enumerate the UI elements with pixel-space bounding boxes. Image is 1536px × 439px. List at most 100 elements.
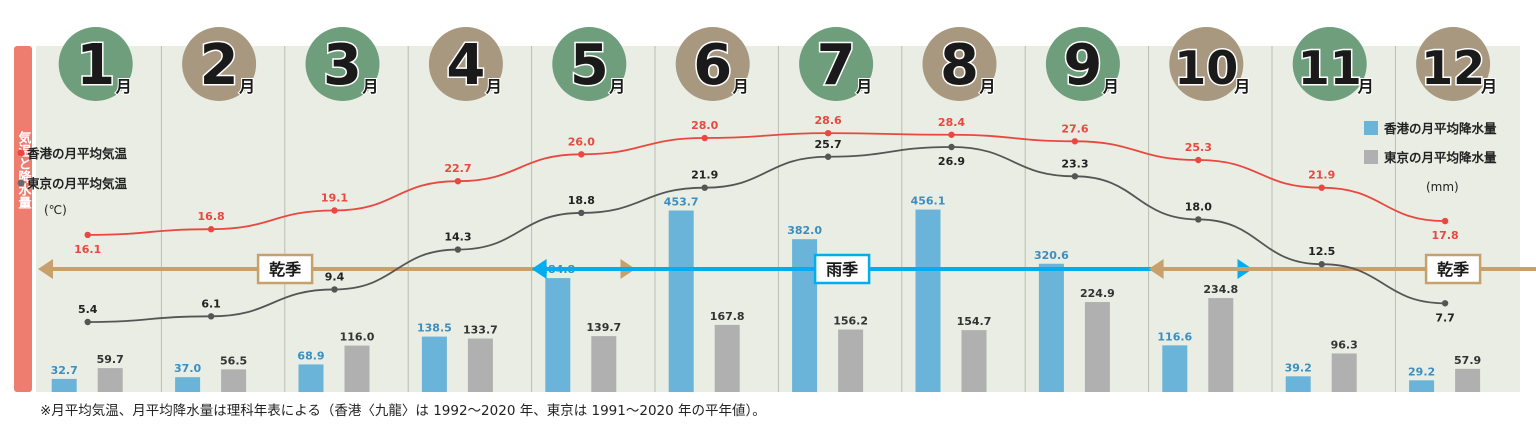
season-arrow-head-left bbox=[1148, 259, 1164, 279]
month-number: 7 bbox=[817, 33, 856, 98]
season-label: 雨季 bbox=[826, 260, 859, 279]
hk-rain-value: 320.6 bbox=[1034, 249, 1069, 262]
hk-temp-point bbox=[948, 131, 955, 138]
tokyo-rain-bar bbox=[467, 338, 493, 392]
hk-rain-bar bbox=[298, 364, 324, 392]
tokyo-rain-bar bbox=[221, 369, 247, 392]
tokyo-rain-bar bbox=[1455, 368, 1481, 392]
hk-rain-bar bbox=[545, 278, 571, 392]
month-number: 2 bbox=[200, 33, 239, 98]
month-circle bbox=[1169, 27, 1244, 101]
hk-temp-value: 27.6 bbox=[1061, 122, 1088, 135]
hk-temp-point bbox=[701, 134, 708, 142]
month-number: 12 bbox=[1421, 41, 1485, 95]
tokyo-temp-point bbox=[1318, 261, 1325, 268]
hk-temp-value: 16.1 bbox=[74, 243, 101, 256]
hk-temp-legend-dot bbox=[17, 149, 25, 157]
tokyo-rain-value: 154.7 bbox=[957, 315, 992, 328]
hk-temp-point bbox=[331, 207, 338, 214]
month-circle bbox=[1045, 27, 1120, 101]
tokyo-rain-value: 234.8 bbox=[1203, 283, 1238, 296]
hk-temp-value: 21.9 bbox=[1308, 169, 1335, 182]
season-label-box bbox=[813, 253, 871, 285]
temp-unit-label: (℃) bbox=[44, 203, 67, 217]
tokyo-temp-value: 6.1 bbox=[201, 297, 221, 310]
tokyo-rain-value: 59.7 bbox=[97, 353, 124, 366]
tokyo-temp-point bbox=[454, 246, 462, 253]
hk-temp-value: 16.8 bbox=[198, 210, 225, 223]
month-number: 1 bbox=[76, 33, 115, 98]
month-suffix: 月 bbox=[1102, 77, 1119, 96]
tokyo-temp-value: 12.5 bbox=[1308, 245, 1335, 258]
rainfall-bars: 32.759.737.056.568.9116.0138.5133.7284.8… bbox=[51, 195, 1481, 392]
hk-temp-point bbox=[84, 231, 91, 239]
tokyo-rain-legend-label: 東京の月平均降水量 bbox=[1384, 150, 1497, 165]
tokyo-temp-legend-label: 東京の月平均気温 bbox=[27, 176, 128, 191]
month-number: 8 bbox=[940, 33, 979, 98]
tokyo-rain-bar bbox=[1084, 302, 1110, 392]
month-suffix: 月 bbox=[979, 77, 996, 96]
hk-rain-value: 39.2 bbox=[1285, 361, 1312, 374]
rain-unit-label: (mm) bbox=[1426, 180, 1459, 194]
tokyo-rain-bar bbox=[591, 336, 617, 392]
tokyo-temp-value: 14.3 bbox=[444, 231, 471, 244]
tokyo-temp-point bbox=[331, 286, 338, 293]
tokyo-temp-point bbox=[578, 209, 585, 217]
hk-temp-point bbox=[207, 226, 215, 233]
tokyo-temp-value: 21.9 bbox=[691, 169, 718, 182]
month-suffix: 月 bbox=[1233, 77, 1250, 96]
tokyo-temp-point bbox=[824, 153, 832, 160]
tokyo-rain-bar bbox=[1208, 298, 1234, 392]
hk-rain-value: 456.1 bbox=[911, 195, 946, 208]
hk-rain-bar bbox=[1409, 380, 1435, 392]
temperature-lines: 5.4 6.1 9.4 14.3 18.8 21.9 25.7 26.9 23.3 18.0 12.… bbox=[74, 114, 1459, 326]
tokyo-temp-value: 25.7 bbox=[815, 138, 842, 151]
season-label: 乾季 bbox=[269, 260, 302, 279]
tokyo-rain-bar bbox=[714, 324, 740, 392]
hk-rain-bar bbox=[1038, 263, 1064, 392]
month-suffix: 月 bbox=[1357, 77, 1374, 96]
hk-temp-value: 19.1 bbox=[321, 191, 348, 204]
hk-rain-value: 138.5 bbox=[417, 322, 452, 335]
tokyo-temp-point bbox=[84, 318, 91, 326]
hk-temp-point bbox=[1318, 184, 1325, 191]
month-suffix: 月 bbox=[115, 77, 132, 96]
hk-rain-bar bbox=[175, 377, 201, 392]
tokyo-rain-bar bbox=[344, 345, 370, 392]
tokyo-rain-value: 133.7 bbox=[463, 324, 498, 337]
tokyo-rain-bar bbox=[961, 330, 987, 392]
season-arrow-head-left bbox=[38, 259, 53, 279]
tokyo-temp-line bbox=[87, 146, 1446, 323]
month-suffix: 月 bbox=[485, 77, 502, 96]
tokyo-rain-bar bbox=[1331, 353, 1357, 392]
month-circle bbox=[428, 27, 503, 101]
hk-temp-value: 28.0 bbox=[691, 119, 718, 132]
month-circle bbox=[1292, 27, 1367, 101]
hk-temp-value: 22.7 bbox=[444, 162, 471, 175]
tokyo-rain-value: 224.9 bbox=[1080, 287, 1115, 300]
tokyo-temp-value: 23.3 bbox=[1061, 157, 1088, 170]
tokyo-rain-value: 96.3 bbox=[1331, 338, 1358, 351]
month-circle bbox=[799, 27, 874, 101]
hk-temp-point bbox=[578, 151, 585, 158]
month-number: 11 bbox=[1298, 41, 1362, 95]
hk-temp-value: 28.6 bbox=[815, 114, 842, 127]
tokyo-rain-bar bbox=[838, 329, 864, 392]
tokyo-temp-point bbox=[1195, 216, 1202, 223]
hk-temp-legend-label: 香港の月平均気温 bbox=[26, 146, 128, 161]
tokyo-rain-value: 167.8 bbox=[710, 310, 745, 323]
hk-rain-bar bbox=[1162, 345, 1188, 392]
month-circle bbox=[182, 27, 257, 101]
hk-rain-value: 37.0 bbox=[174, 362, 201, 375]
tokyo-rain-value: 56.5 bbox=[220, 354, 247, 367]
month-number: 10 bbox=[1174, 41, 1238, 95]
hk-rain-value: 453.7 bbox=[664, 196, 699, 209]
hk-temp-value: 17.8 bbox=[1432, 229, 1459, 242]
month-circle bbox=[552, 27, 627, 101]
month-circle bbox=[1416, 27, 1491, 101]
rain-legend: 香港の月平均降水量 東京の月平均降水量 (mm) bbox=[1364, 121, 1497, 194]
tokyo-temp-value: 7.7 bbox=[1435, 311, 1455, 324]
month-circle bbox=[922, 27, 997, 101]
hk-temp-point bbox=[1441, 217, 1449, 225]
